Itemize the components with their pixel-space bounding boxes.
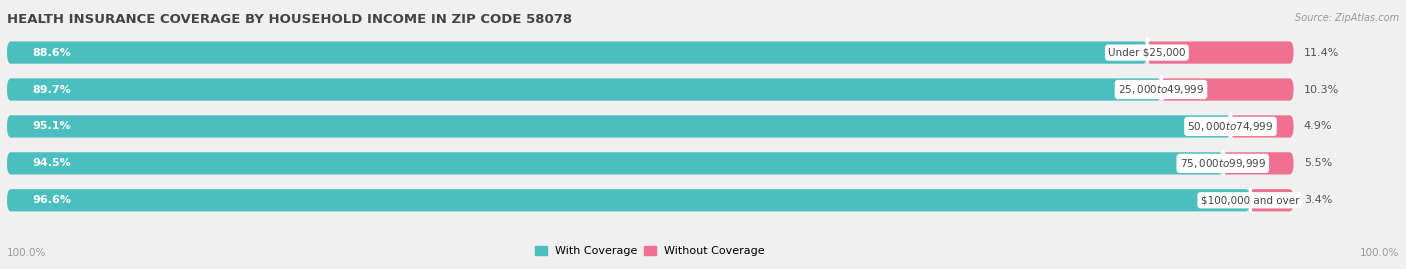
FancyBboxPatch shape — [7, 189, 1294, 211]
Text: 10.3%: 10.3% — [1303, 84, 1339, 94]
Text: HEALTH INSURANCE COVERAGE BY HOUSEHOLD INCOME IN ZIP CODE 58078: HEALTH INSURANCE COVERAGE BY HOUSEHOLD I… — [7, 13, 572, 26]
FancyBboxPatch shape — [1147, 41, 1294, 64]
FancyBboxPatch shape — [7, 152, 1294, 174]
Text: 100.0%: 100.0% — [1360, 248, 1399, 258]
FancyBboxPatch shape — [7, 41, 1294, 64]
FancyBboxPatch shape — [7, 115, 1294, 137]
Text: $25,000 to $49,999: $25,000 to $49,999 — [1118, 83, 1204, 96]
Text: Source: ZipAtlas.com: Source: ZipAtlas.com — [1295, 13, 1399, 23]
FancyBboxPatch shape — [1223, 152, 1294, 174]
FancyBboxPatch shape — [1230, 115, 1294, 137]
FancyBboxPatch shape — [7, 189, 1250, 211]
Text: 94.5%: 94.5% — [32, 158, 72, 168]
FancyBboxPatch shape — [7, 79, 1294, 101]
FancyBboxPatch shape — [1161, 79, 1294, 101]
Text: 100.0%: 100.0% — [7, 248, 46, 258]
FancyBboxPatch shape — [7, 79, 1161, 101]
Text: Under $25,000: Under $25,000 — [1108, 48, 1185, 58]
FancyBboxPatch shape — [7, 115, 1230, 137]
FancyBboxPatch shape — [7, 152, 1223, 174]
Text: 95.1%: 95.1% — [32, 121, 72, 132]
Text: $100,000 and over: $100,000 and over — [1201, 195, 1299, 205]
FancyBboxPatch shape — [7, 41, 1147, 64]
Text: $75,000 to $99,999: $75,000 to $99,999 — [1180, 157, 1265, 170]
Text: 11.4%: 11.4% — [1303, 48, 1339, 58]
FancyBboxPatch shape — [1250, 189, 1294, 211]
Text: 4.9%: 4.9% — [1303, 121, 1333, 132]
Text: $50,000 to $74,999: $50,000 to $74,999 — [1187, 120, 1274, 133]
Legend: With Coverage, Without Coverage: With Coverage, Without Coverage — [536, 246, 765, 256]
Text: 89.7%: 89.7% — [32, 84, 72, 94]
Text: 3.4%: 3.4% — [1303, 195, 1333, 205]
Text: 88.6%: 88.6% — [32, 48, 72, 58]
Text: 96.6%: 96.6% — [32, 195, 72, 205]
Text: 5.5%: 5.5% — [1303, 158, 1331, 168]
